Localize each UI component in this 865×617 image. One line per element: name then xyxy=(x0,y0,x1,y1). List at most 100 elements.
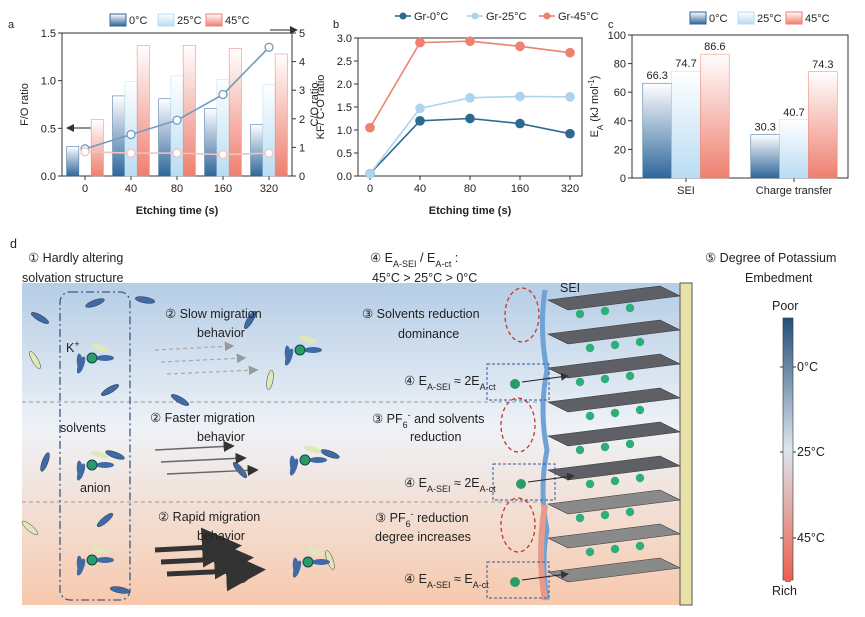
point xyxy=(126,129,136,140)
x-axis-label: Etching time (s) xyxy=(136,205,219,217)
bar xyxy=(700,53,730,179)
text-part: A-SEI xyxy=(427,580,451,590)
k-intercalated xyxy=(610,340,620,350)
desolvation-arrow xyxy=(527,472,575,483)
solvent xyxy=(304,347,322,353)
bar xyxy=(136,45,150,177)
k-intercalated xyxy=(585,479,595,489)
legend-label: Gr-45°C xyxy=(558,11,599,23)
text-part: A-ct xyxy=(480,484,497,494)
point xyxy=(218,149,228,160)
schematic-label: ③ Solvents reduction xyxy=(362,307,480,321)
bar xyxy=(170,75,184,177)
molecule xyxy=(105,450,125,460)
solvent xyxy=(96,355,114,361)
desolvation-arrow xyxy=(521,570,569,581)
schematic-label: behavior xyxy=(197,326,245,340)
solvent xyxy=(284,345,291,364)
y-tick-label: 80 xyxy=(614,59,626,71)
chart-a-arrows xyxy=(66,26,298,132)
k-ion xyxy=(86,459,98,471)
legend-swatch xyxy=(157,13,175,27)
point xyxy=(415,37,425,48)
text-part: 6 xyxy=(403,420,408,430)
graphite-layer xyxy=(546,319,682,345)
interface-box xyxy=(492,463,556,501)
reduction-ring xyxy=(500,497,536,553)
y2-tick-label: 5 xyxy=(299,28,305,40)
x-tick-label: 160 xyxy=(214,183,232,195)
bar xyxy=(228,48,242,177)
legend-label: Gr-25°C xyxy=(486,11,527,23)
y-tick-label: 1.5 xyxy=(41,28,56,40)
text-part: + xyxy=(74,339,79,349)
sei-film-bottom xyxy=(538,504,548,601)
schematic-label: K+ xyxy=(66,339,80,355)
schematic-label: ④ EA-SEI ≈ 2EA-ct xyxy=(404,374,496,392)
bar xyxy=(262,84,276,177)
point xyxy=(515,118,525,129)
point xyxy=(365,122,375,133)
schematic-label: ④ EA-SEI / EA-ct : xyxy=(370,251,458,269)
y-tick-label: 0.5 xyxy=(41,123,56,135)
solvent xyxy=(307,547,325,556)
molecule xyxy=(101,384,119,396)
migration-arrow xyxy=(166,551,266,592)
plot-frame xyxy=(357,37,583,177)
molecule xyxy=(85,298,105,308)
legend-label: 25°C xyxy=(177,15,202,27)
reduction-ring xyxy=(504,287,540,343)
y-tick-label: 100 xyxy=(608,30,626,42)
k-intercalated xyxy=(585,547,595,557)
solvent xyxy=(76,555,83,574)
x-tick-label: 320 xyxy=(561,183,579,195)
graphite-layer xyxy=(546,421,682,447)
k-ion xyxy=(294,344,306,356)
text-part: A-ct xyxy=(473,580,490,590)
bar xyxy=(158,98,172,177)
text-part: A-SEI xyxy=(427,484,451,494)
y-axis-label: EA (kJ mol-1) xyxy=(587,76,605,138)
point xyxy=(126,148,136,158)
schematic-label: 0°C xyxy=(797,360,818,374)
x-tick-label: 40 xyxy=(125,183,137,195)
schematic: d ① Hardly altering solvation structure ④ E… xyxy=(10,237,836,606)
legend-swatch xyxy=(205,13,223,27)
text-part: ) xyxy=(589,76,601,80)
point xyxy=(565,92,575,102)
y-tick-label: 2.0 xyxy=(337,79,352,91)
legend-label: 0°C xyxy=(129,15,148,27)
bar xyxy=(66,146,80,177)
schematic-label: 25°C xyxy=(797,445,825,459)
point xyxy=(465,92,475,103)
y-tick-label: 20 xyxy=(614,144,626,156)
solvent xyxy=(304,445,322,454)
data-label: 74.7 xyxy=(675,58,696,70)
k-intercalated xyxy=(635,405,645,415)
molecule xyxy=(244,311,256,329)
k-intercalated xyxy=(610,544,620,554)
k-intercalated xyxy=(635,337,645,347)
schematic-label: ② Slow migration xyxy=(165,307,262,321)
text-part: ≈ E xyxy=(451,572,473,586)
schematic-label: Rich xyxy=(772,584,797,598)
schematic-label: ⑤ Degree of Potassium xyxy=(705,251,836,265)
text-part: ≈ 2E xyxy=(451,374,480,388)
panel-letter: a xyxy=(8,19,15,31)
graphite-layer xyxy=(546,523,682,549)
schematic-label: Poor xyxy=(772,299,798,313)
molecule xyxy=(31,312,49,324)
schematic-label: ③ PF6- reduction xyxy=(375,509,469,529)
text-part: reduction xyxy=(414,511,469,525)
graphite-layer xyxy=(546,489,682,515)
k-intercalated xyxy=(625,371,635,381)
solvent xyxy=(76,460,83,479)
k-intercalated xyxy=(585,411,595,421)
k-ion xyxy=(510,379,520,389)
bar xyxy=(250,124,264,177)
current-collector xyxy=(679,282,693,606)
k-intercalated xyxy=(610,408,620,418)
schematic-label: 45°C > 25°C > 0°C xyxy=(372,271,477,285)
point xyxy=(465,113,475,124)
point xyxy=(218,89,228,100)
